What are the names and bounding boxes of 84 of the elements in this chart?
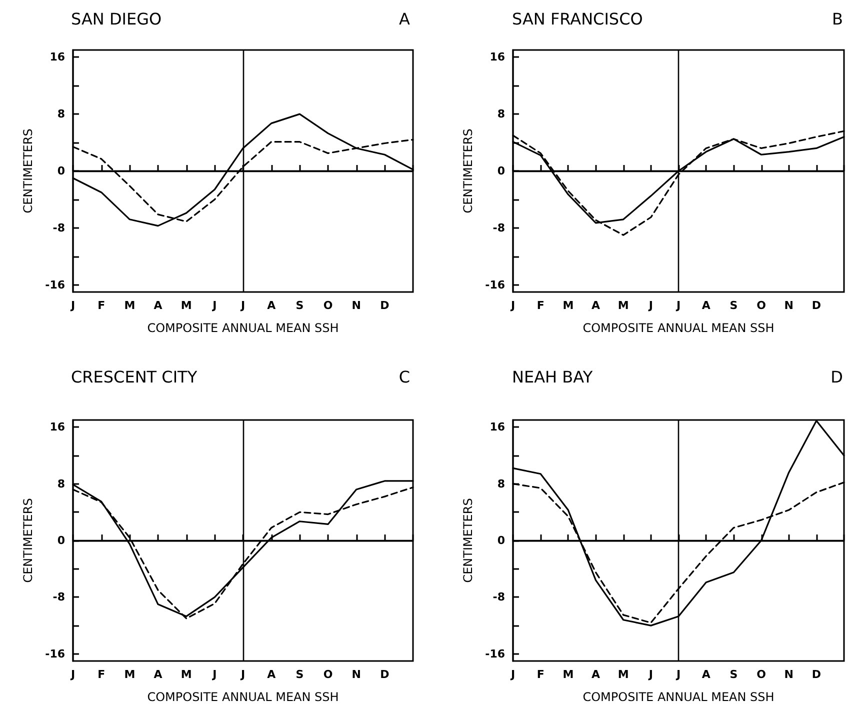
x-axis-title: COMPOSITE ANNUAL MEAN SSH [582, 690, 774, 704]
x-tick-label: J [70, 299, 76, 312]
x-tick-label: O [323, 299, 333, 312]
chart-title: CRESCENT CITY [71, 368, 198, 386]
x-tick-label: M [562, 299, 574, 312]
x-tick-label: N [784, 668, 794, 681]
y-tick-label: -8 [492, 221, 505, 234]
x-tick-label: J [675, 299, 681, 312]
x-tick-label: N [352, 299, 361, 312]
x-tick-label: A [702, 299, 711, 312]
x-axis-title: COMPOSITE ANNUAL MEAN SSH [582, 321, 774, 335]
x-tick-label: J [510, 668, 516, 681]
x-tick-label: N [352, 668, 361, 681]
x-tick-label: D [380, 668, 390, 681]
x-tick-label: D [380, 299, 390, 312]
x-tick-label: M [618, 668, 629, 681]
chart-title: SAN DIEGO [71, 10, 162, 28]
x-tick-label: S [296, 668, 304, 681]
y-axis-title: CENTIMETERS [21, 128, 36, 214]
y-tick-label: 8 [497, 108, 505, 121]
x-tick-label: J [212, 668, 217, 681]
x-tick-label: D [812, 668, 821, 681]
y-tick-label: -16 [485, 278, 506, 292]
y-tick-label: 16 [490, 50, 506, 64]
x-tick-label: F [98, 299, 106, 312]
x-tick-label: D [812, 299, 821, 312]
x-tick-label: A [267, 299, 276, 312]
chart-title: NEAH BAY [512, 368, 593, 386]
x-tick-label: J [212, 299, 217, 312]
y-axis-title: CENTIMETERS [461, 498, 476, 583]
y-tick-label: 16 [490, 420, 506, 434]
y-tick-label: 0 [497, 164, 506, 178]
text: C [398, 368, 410, 386]
x-tick-label: A [267, 668, 276, 681]
x-tick-label: M [180, 299, 192, 312]
x-tick-label: A [591, 668, 600, 681]
y-tick-label: -16 [485, 647, 506, 660]
x-tick-label: M [618, 299, 629, 312]
x-tick-label: O [756, 668, 766, 681]
x-tick-label: A [154, 299, 163, 312]
x-tick-label: M [562, 668, 574, 681]
x-tick-label: J [240, 299, 246, 312]
y-tick-label: -16 [45, 278, 66, 292]
text: D [830, 368, 844, 386]
x-tick-label: J [648, 668, 653, 681]
y-tick-label: 0 [57, 534, 66, 547]
x-tick-label: O [756, 299, 766, 312]
x-tick-label: M [124, 299, 136, 312]
x-tick-label: A [702, 668, 711, 681]
y-tick-label: 0 [497, 534, 506, 547]
x-tick-label: J [510, 299, 516, 312]
y-axis-title: CENTIMETERS [21, 498, 36, 583]
text: A [399, 10, 410, 28]
x-tick-label: F [536, 668, 544, 681]
y-axis-title: CENTIMETERS [461, 128, 476, 214]
x-tick-label: J [648, 299, 653, 312]
x-tick-label: J [70, 668, 76, 681]
x-tick-label: F [98, 668, 106, 681]
x-axis-title: COMPOSITE ANNUAL MEAN SSH [147, 321, 339, 335]
y-tick-label: -16 [45, 647, 66, 660]
y-tick-label: 0 [57, 164, 66, 178]
x-tick-label: M [180, 668, 192, 681]
y-tick-label: 8 [497, 477, 505, 490]
x-tick-label: A [154, 668, 163, 681]
chart-title: SAN FRANCISCO [512, 10, 643, 28]
y-tick-label: -8 [52, 590, 65, 604]
x-axis-title: COMPOSITE ANNUAL MEAN SSH [147, 690, 339, 704]
text: B [832, 10, 844, 28]
x-tick-label: S [730, 668, 738, 681]
y-tick-label: -8 [492, 590, 505, 604]
x-tick-label: S [730, 299, 738, 312]
x-tick-label: J [240, 668, 246, 681]
x-tick-label: F [536, 299, 544, 312]
x-tick-label: N [784, 299, 794, 312]
y-tick-label: 16 [50, 50, 66, 64]
y-tick-label: 8 [57, 108, 65, 121]
y-tick-label: 8 [57, 477, 65, 490]
x-tick-label: A [591, 299, 600, 312]
x-tick-label: O [323, 668, 333, 681]
x-tick-label: M [124, 668, 136, 681]
y-tick-label: -8 [52, 221, 65, 234]
y-tick-label: 16 [50, 420, 66, 434]
x-tick-label: S [296, 299, 304, 312]
x-tick-label: J [675, 668, 681, 681]
